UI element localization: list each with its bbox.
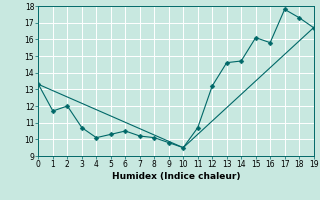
X-axis label: Humidex (Indice chaleur): Humidex (Indice chaleur) <box>112 172 240 181</box>
